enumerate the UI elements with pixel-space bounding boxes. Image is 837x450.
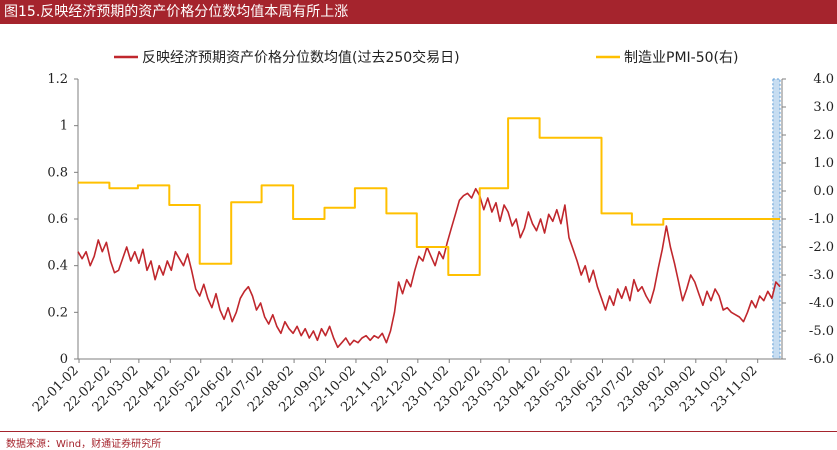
y-right-tick-label: -3.0 <box>809 268 834 283</box>
y-left-tick-label: 0.4 <box>47 259 68 274</box>
title-bar: 图15.反映经济预期的资产价格分位数均值本周有所上涨 <box>0 0 837 24</box>
y-right-tick-label: 2.0 <box>813 128 834 143</box>
y-left-tick-label: 1.2 <box>47 72 68 87</box>
chart-canvas: 反映经济预期资产价格分位数均值(过去250交易日) 制造业PMI-50(右) 0… <box>30 49 834 415</box>
y-right-tick-label: -2.0 <box>809 240 834 255</box>
y-left-tick-label: 0 <box>60 352 68 367</box>
y-left-tick-label: 0.2 <box>47 305 68 320</box>
source-note: 数据来源：Wind，财通证券研究所 <box>6 439 162 450</box>
axes <box>74 78 786 363</box>
y-right-tick-label: 3.0 <box>813 100 834 115</box>
y-left-tick-label: 0.8 <box>47 165 68 180</box>
y-right-tick-label: -5.0 <box>809 324 834 339</box>
series-line-asset-percentile <box>77 187 781 349</box>
y-right-tick-label: 0.0 <box>813 184 834 199</box>
footer-divider <box>0 431 837 432</box>
y-right-tick-label: -1.0 <box>809 212 834 227</box>
y-right-tick-label: 1.0 <box>813 156 834 171</box>
y-right-tick-label: 4.0 <box>813 72 834 87</box>
y-left-tick-label: 1 <box>60 119 68 134</box>
legend: 反映经济预期资产价格分位数均值(过去250交易日) 制造业PMI-50(右) <box>114 49 738 66</box>
y-right-tick-label: -6.0 <box>809 352 834 367</box>
tick-labels: 0 0.2 0.4 0.6 0.8 1 1.2 -6.0 -5.0 -4.0 -3.0 -2.0 -1.… <box>30 72 834 415</box>
chart-title: 图15.反映经济预期的资产价格分位数均值本周有所上涨 <box>4 4 349 20</box>
y-left-tick-label: 0.6 <box>47 212 68 227</box>
y-right-tick-label: -4.0 <box>809 296 834 311</box>
series-lines <box>77 117 781 349</box>
legend-label-red: 反映经济预期资产价格分位数均值(过去250交易日) <box>142 49 460 66</box>
series-line-pmi <box>78 117 780 276</box>
legend-label-yellow: 制造业PMI-50(右) <box>624 50 738 66</box>
